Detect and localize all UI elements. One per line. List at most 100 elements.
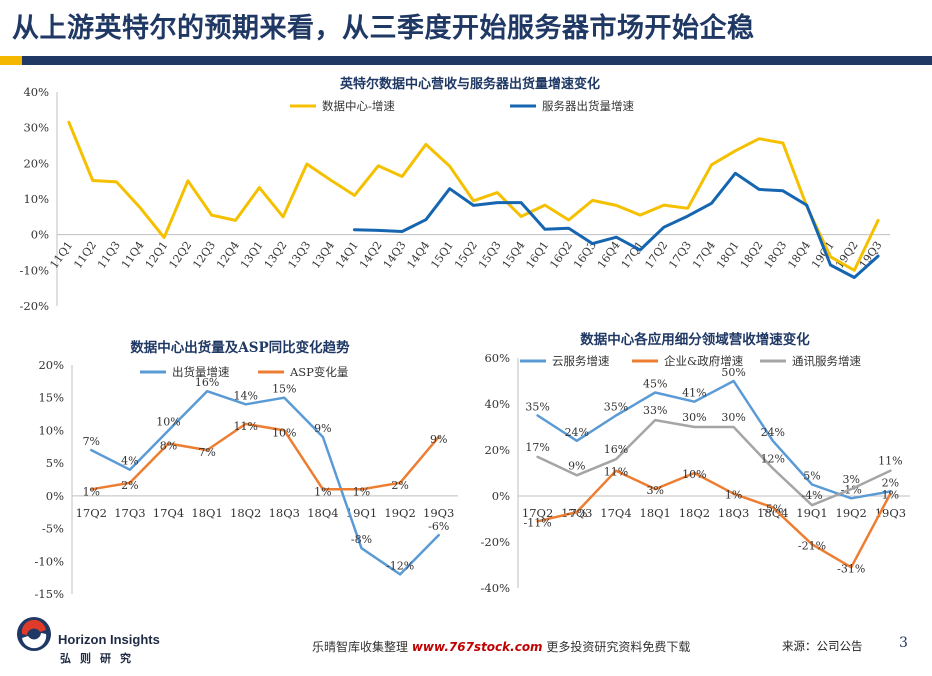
x-tick-label: 12Q2	[166, 239, 194, 271]
x-tick-label: 18Q4	[785, 239, 813, 271]
y-tick-label: -5%	[42, 522, 64, 536]
data-label: 50%	[721, 366, 745, 379]
series-line	[353, 171, 880, 279]
watermark-prefix: 乐晴智库收集整理	[312, 640, 412, 654]
data-label: 9%	[568, 459, 585, 472]
data-label: -31%	[837, 562, 865, 575]
data-label: 11%	[233, 420, 257, 433]
page-number: 3	[899, 635, 908, 651]
x-tick-label: 18Q3	[718, 506, 749, 520]
x-tick-label: 17Q2	[76, 506, 107, 520]
data-label: 9%	[430, 433, 447, 446]
data-label: -8%	[351, 533, 372, 546]
x-tick-label: 15Q4	[500, 239, 528, 271]
data-label: 10%	[272, 426, 296, 439]
y-tick-label: 30%	[23, 121, 49, 135]
data-label: 24%	[565, 426, 589, 439]
x-tick-label: 19Q2	[836, 506, 867, 520]
x-tick-label: 18Q2	[230, 506, 261, 520]
legend-label: 云服务增速	[552, 354, 610, 368]
data-label: -21%	[798, 539, 826, 552]
x-tick-label: 11Q3	[95, 239, 123, 271]
legend-label: 出货量增速	[172, 365, 230, 379]
y-tick-label: 0%	[492, 489, 510, 503]
x-tick-label: 11Q4	[119, 239, 147, 271]
y-tick-label: 20%	[484, 443, 510, 457]
x-tick-label: 17Q4	[153, 506, 184, 520]
y-tick-label: -10%	[20, 263, 50, 277]
x-tick-label: 13Q4	[309, 239, 337, 271]
x-tick-label: 18Q3	[761, 239, 789, 271]
y-tick-label: -20%	[481, 535, 511, 549]
x-tick-label: 18Q1	[191, 506, 222, 520]
series-line	[67, 120, 880, 272]
x-tick-label: 19Q1	[796, 506, 827, 520]
data-label: 1%	[353, 485, 370, 498]
y-tick-label: 40%	[23, 85, 49, 99]
y-tick-label: 15%	[38, 391, 64, 405]
x-tick-label: 13Q1	[238, 239, 266, 271]
x-tick-label: 11Q2	[71, 239, 99, 271]
data-label: 1%	[314, 485, 331, 498]
chart-title: 数据中心出货量及ASP同比变化趋势	[130, 339, 350, 356]
watermark: 乐晴智库收集整理 www.767stock.com 更多投资研究资料免费下载	[312, 638, 690, 655]
y-tick-label: 0%	[46, 489, 64, 503]
series-line	[90, 422, 440, 491]
x-tick-label: 15Q1	[428, 239, 456, 271]
data-label: 14%	[233, 389, 257, 402]
revenue-shipment-growth-chart: 英特尔数据中心营收与服务器出货量增速变化 40% 30% 20% 10% 0% -10% -2…	[20, 76, 890, 313]
data-label: 35%	[525, 401, 549, 414]
x-tick-label: 18Q3	[269, 506, 300, 520]
y-tick-label: 20%	[23, 156, 49, 170]
data-label: 7%	[198, 446, 215, 459]
logo-cn-name: 弘则研究	[60, 652, 140, 665]
y-tick-label: 0%	[31, 228, 49, 242]
x-tick-label: 19Q3	[423, 506, 454, 520]
title-rule-bar	[22, 56, 932, 65]
data-label: 10%	[156, 415, 180, 428]
y-tick-label: 60%	[484, 351, 510, 365]
x-tick-label: 12Q4	[214, 239, 242, 271]
x-tick-label: 16Q4	[595, 239, 623, 271]
data-label: 5%	[803, 470, 820, 483]
x-tick-label: 11Q1	[47, 239, 75, 271]
data-label: 10%	[682, 468, 706, 481]
x-tick-label: 18Q1	[714, 239, 742, 271]
chart-title: 英特尔数据中心营收与服务器出货量增速变化	[339, 76, 600, 92]
x-tick-label: 17Q2	[522, 506, 553, 520]
data-label: 1%	[83, 485, 100, 498]
data-label: 12%	[761, 452, 785, 465]
data-label: -11%	[524, 516, 552, 529]
data-label: 1%	[882, 489, 899, 502]
y-tick-label: 20%	[38, 358, 64, 372]
data-label: 2%	[882, 476, 899, 489]
x-tick-label: 18Q2	[738, 239, 766, 271]
data-label: 2%	[121, 479, 138, 492]
x-tick-label: 14Q4	[404, 239, 432, 271]
data-label: 8%	[160, 440, 177, 453]
legend-label: 数据中心-增速	[322, 99, 395, 113]
data-label: 41%	[682, 387, 706, 400]
data-label: -7%	[566, 507, 587, 520]
x-tick-label: 19Q1	[346, 506, 377, 520]
x-tick-label: 13Q2	[262, 239, 290, 271]
data-label: 24%	[761, 426, 785, 439]
data-label: -4%	[801, 489, 822, 502]
series-line	[536, 379, 892, 500]
data-label: 16%	[604, 443, 628, 456]
data-label: 15%	[272, 383, 296, 396]
x-tick-label: 17Q3	[114, 506, 145, 520]
watermark-url[interactable]: www.767stock.com	[411, 640, 543, 654]
legend-label: 通讯服务增速	[792, 354, 861, 368]
shipment-asp-chart: 数据中心出货量及ASP同比变化趋势 20% 15% 10% 5% 0% -5% -10% -15…	[35, 339, 458, 601]
data-label: 33%	[643, 404, 667, 417]
y-tick-label: -10%	[35, 554, 65, 568]
slide-title: 从上游英特尔的预期来看，从三季度开始服务器市场开始企稳	[12, 13, 755, 44]
y-tick-label: -15%	[35, 587, 65, 601]
y-tick-label: 5%	[46, 456, 64, 470]
y-tick-label: 10%	[23, 192, 49, 206]
x-tick-label: 16Q2	[547, 239, 575, 271]
data-label: 45%	[643, 378, 667, 391]
x-tick-label: 14Q1	[333, 239, 361, 271]
x-tick-label: 13Q3	[285, 239, 313, 271]
